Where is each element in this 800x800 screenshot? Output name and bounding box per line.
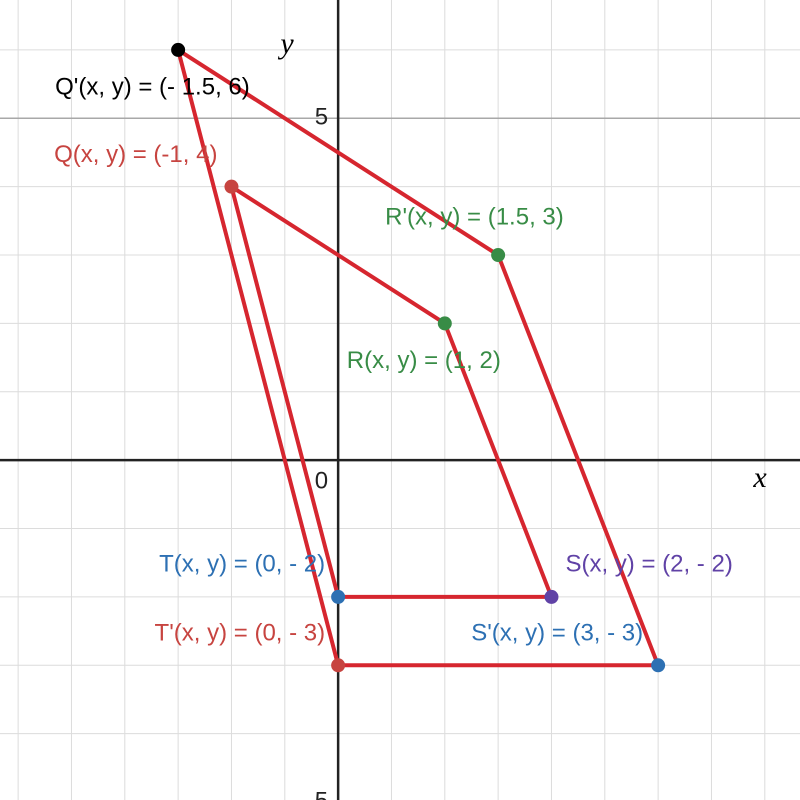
point [544, 589, 559, 604]
point-label: T'(x, y) = (0, - 3) [155, 620, 326, 647]
point-label: R'(x, y) = (1.5, 3) [385, 203, 564, 230]
point-label: Q'(x, y) = (- 1.5, 6) [55, 73, 250, 100]
point-label: S(x, y) = (2, - 2) [565, 550, 732, 577]
point [651, 658, 666, 673]
point [331, 589, 346, 604]
y-tick-label: -5 [307, 787, 328, 800]
point [171, 42, 186, 57]
point-label: T(x, y) = (0, - 2) [159, 550, 325, 577]
x-axis-label: x [752, 461, 767, 494]
point [331, 658, 346, 673]
point [491, 248, 506, 263]
point [224, 179, 239, 194]
point-label: R(x, y) = (1, 2) [347, 347, 501, 374]
y-tick-label: 5 [315, 104, 328, 131]
point-label: Q(x, y) = (-1, 4) [54, 141, 217, 168]
point [437, 316, 452, 331]
point-label: S'(x, y) = (3, - 3) [471, 620, 643, 647]
y-axis-label: y [277, 27, 294, 60]
y-tick-label: 0 [315, 468, 328, 495]
